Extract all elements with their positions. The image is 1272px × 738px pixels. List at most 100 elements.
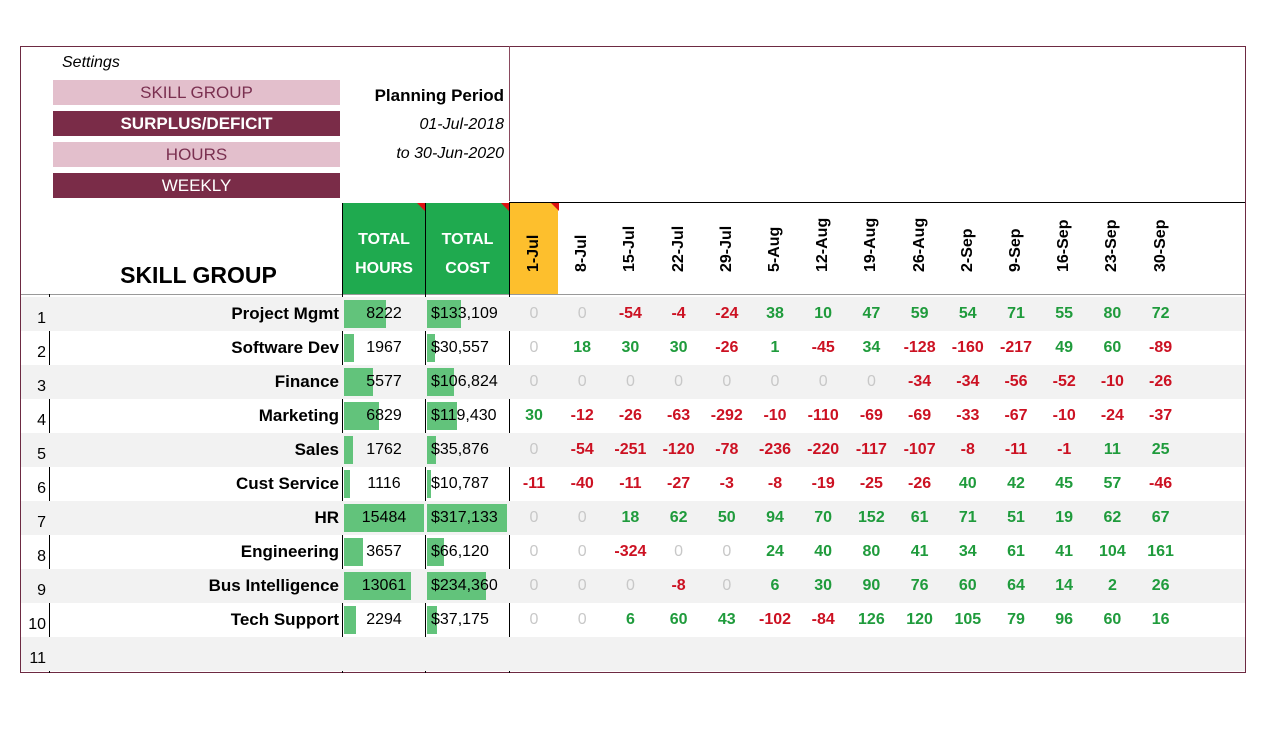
week-value-cell[interactable]: -4 — [671, 305, 686, 322]
week-value-cell[interactable]: -54 — [618, 305, 642, 322]
week-value-cell[interactable]: 38 — [766, 305, 784, 322]
date-column-header[interactable]: 15-Jul — [606, 212, 654, 290]
skill-group-cell[interactable]: Finance — [274, 372, 339, 391]
week-value-cell[interactable]: 40 — [814, 543, 833, 560]
date-column-header[interactable]: 30-Sep — [1137, 212, 1185, 290]
total-hours-cell[interactable]: 5577 — [366, 373, 402, 390]
week-value-cell[interactable]: -27 — [667, 475, 691, 492]
week-value-cell[interactable]: 2 — [1107, 577, 1117, 594]
week-value-cell[interactable]: 0 — [529, 543, 539, 560]
week-value-cell[interactable]: 0 — [529, 509, 539, 526]
week-value-cell[interactable]: 70 — [814, 509, 833, 526]
skill-group-cell[interactable]: Software Dev — [231, 338, 339, 357]
week-value-cell[interactable]: 41 — [1055, 543, 1074, 560]
week-value-cell[interactable]: 0 — [866, 373, 876, 390]
week-value-cell[interactable]: 60 — [1103, 611, 1122, 628]
week-value-cell[interactable]: 42 — [1007, 475, 1025, 492]
week-value-cell[interactable]: -33 — [956, 407, 980, 424]
week-value-cell[interactable]: -110 — [807, 407, 839, 424]
week-value-cell[interactable]: -84 — [811, 611, 835, 628]
week-value-cell[interactable]: 51 — [1007, 509, 1025, 526]
skill-group-cell[interactable]: Sales — [294, 440, 339, 459]
week-value-cell[interactable]: 64 — [1007, 577, 1025, 594]
total-hours-cell[interactable]: 15484 — [361, 509, 407, 526]
week-value-cell[interactable]: 18 — [621, 509, 640, 526]
total-cost-cell[interactable]: $119,430 — [431, 407, 497, 424]
week-value-cell[interactable]: 96 — [1055, 611, 1074, 628]
total-hours-cell[interactable]: 8222 — [366, 305, 402, 322]
week-value-cell[interactable]: -120 — [662, 441, 695, 458]
week-value-cell[interactable]: -251 — [614, 441, 647, 458]
week-value-cell[interactable]: -34 — [908, 373, 932, 390]
week-value-cell[interactable]: -8 — [960, 441, 975, 458]
total-hours-cell[interactable]: 2294 — [366, 611, 402, 628]
week-value-cell[interactable]: 30 — [621, 339, 640, 356]
week-value-cell[interactable]: -8 — [767, 475, 783, 492]
date-column-header[interactable]: 8-Jul — [558, 212, 606, 290]
week-value-cell[interactable]: 40 — [958, 475, 977, 492]
week-value-cell[interactable]: -1 — [1057, 441, 1072, 458]
week-value-cell[interactable]: 57 — [1103, 475, 1122, 492]
week-value-cell[interactable]: 62 — [669, 509, 688, 526]
week-value-cell[interactable]: -63 — [667, 407, 691, 424]
date-column-header[interactable]: 5-Aug — [751, 212, 799, 290]
week-value-cell[interactable]: -160 — [951, 339, 984, 356]
week-value-cell[interactable]: 120 — [906, 611, 933, 628]
week-value-cell[interactable]: 152 — [858, 509, 885, 526]
week-value-cell[interactable]: 45 — [1055, 475, 1074, 492]
week-value-cell[interactable]: 0 — [529, 305, 539, 322]
total-cost-cell[interactable]: $37,175 — [431, 611, 489, 628]
week-value-cell[interactable]: -3 — [719, 475, 734, 492]
week-value-cell[interactable]: 0 — [722, 373, 732, 390]
date-column-header[interactable]: 23-Sep — [1088, 212, 1136, 290]
week-value-cell[interactable]: 79 — [1007, 611, 1025, 628]
week-value-cell[interactable]: 19 — [1055, 509, 1074, 526]
week-value-cell[interactable]: 0 — [529, 373, 539, 390]
week-value-cell[interactable]: 71 — [1007, 305, 1025, 322]
week-value-cell[interactable]: 0 — [770, 373, 780, 390]
week-value-cell[interactable]: 71 — [958, 509, 977, 526]
date-column-header[interactable]: 16-Sep — [1040, 212, 1088, 290]
week-value-cell[interactable]: -128 — [903, 339, 936, 356]
week-value-cell[interactable]: 6 — [770, 577, 780, 594]
surplus-deficit-setting-button[interactable]: SURPLUS/DEFICIT — [53, 111, 340, 136]
week-value-cell[interactable]: 0 — [577, 543, 587, 560]
week-value-cell[interactable]: 0 — [529, 339, 539, 356]
total-cost-cell[interactable]: $35,876 — [431, 441, 489, 458]
week-value-cell[interactable]: 0 — [577, 611, 587, 628]
week-value-cell[interactable]: -8 — [671, 577, 686, 594]
skill-group-cell[interactable]: Engineering — [240, 542, 339, 561]
week-value-cell[interactable]: 90 — [862, 577, 881, 594]
week-value-cell[interactable]: 0 — [577, 509, 587, 526]
week-value-cell[interactable]: -220 — [807, 441, 840, 458]
week-value-cell[interactable]: -45 — [811, 339, 835, 356]
week-value-cell[interactable]: -26 — [908, 475, 932, 492]
skill-group-cell[interactable]: Marketing — [258, 406, 339, 425]
week-value-cell[interactable]: 0 — [529, 577, 539, 594]
week-value-cell[interactable]: -10 — [1052, 407, 1076, 424]
week-value-cell[interactable]: 0 — [577, 373, 587, 390]
week-value-cell[interactable]: -12 — [570, 407, 594, 424]
week-value-cell[interactable]: 47 — [862, 305, 881, 322]
week-value-cell[interactable]: 0 — [722, 577, 732, 594]
week-value-cell[interactable]: 6 — [625, 611, 635, 628]
week-value-cell[interactable]: 30 — [814, 577, 833, 594]
week-value-cell[interactable]: 59 — [910, 305, 929, 322]
week-value-cell[interactable]: -107 — [903, 441, 936, 458]
week-value-cell[interactable]: 50 — [717, 509, 736, 526]
week-value-cell[interactable]: 72 — [1151, 305, 1170, 322]
week-value-cell[interactable]: 62 — [1103, 509, 1122, 526]
week-value-cell[interactable]: 0 — [529, 611, 539, 628]
total-cost-cell[interactable]: $30,557 — [431, 339, 489, 356]
week-value-cell[interactable]: 80 — [1103, 305, 1122, 322]
week-value-cell[interactable]: 0 — [625, 577, 635, 594]
week-value-cell[interactable]: 161 — [1147, 543, 1174, 560]
date-column-header[interactable]: 19-Aug — [847, 212, 895, 290]
week-value-cell[interactable]: -69 — [859, 407, 883, 424]
week-value-cell[interactable]: -117 — [855, 441, 887, 458]
skill-group-setting-button[interactable]: SKILL GROUP — [53, 80, 340, 105]
week-value-cell[interactable]: 11 — [1103, 441, 1121, 458]
week-value-cell[interactable]: -236 — [758, 441, 792, 458]
week-value-cell[interactable]: -67 — [1004, 407, 1028, 424]
week-value-cell[interactable]: 60 — [669, 611, 688, 628]
